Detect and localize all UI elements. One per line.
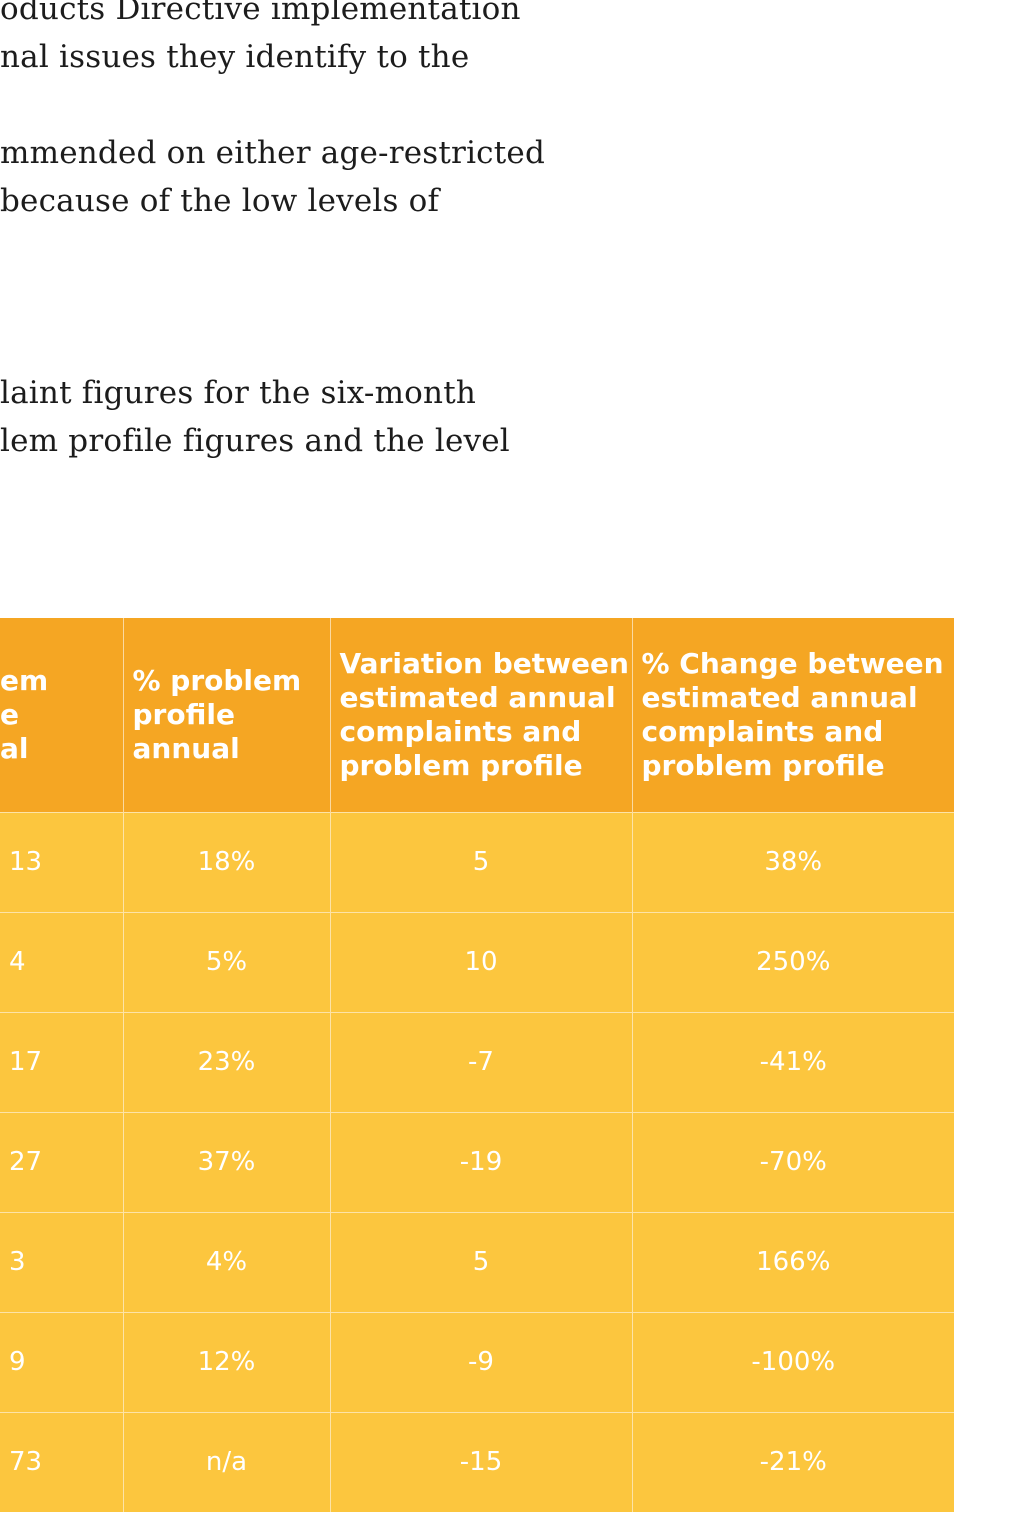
table-header-row: em e al % problem profile annual Variati… bbox=[0, 618, 954, 812]
table-cell: 9 bbox=[0, 1311, 124, 1412]
header-line: problem profile bbox=[641, 748, 885, 782]
table-cell: 5% bbox=[123, 911, 331, 1012]
table-cell: -100% bbox=[632, 1311, 954, 1412]
header-line: em bbox=[0, 663, 49, 697]
column-header-variation: Variation between estimated annual compl… bbox=[330, 618, 633, 812]
data-table-container: em e al % problem profile annual Variati… bbox=[0, 618, 954, 1512]
header-line: Variation between bbox=[339, 646, 629, 680]
column-header-problem-profile-annual: em e al bbox=[0, 618, 124, 812]
header-line: estimated annual bbox=[339, 680, 616, 714]
column-header-percent-problem-profile: % problem profile annual bbox=[123, 618, 331, 812]
table-row: 13 18% 5 38% bbox=[0, 811, 954, 912]
table-cell: 38% bbox=[632, 811, 954, 912]
table-cell: 27 bbox=[0, 1111, 124, 1212]
paragraph-line: nal issues they identify to the bbox=[0, 39, 470, 75]
paragraph-line: mmended on either age-restricted bbox=[0, 135, 545, 171]
complaints-table: em e al % problem profile annual Variati… bbox=[0, 618, 954, 1512]
table-cell: -70% bbox=[632, 1111, 954, 1212]
header-line: complaints and bbox=[339, 714, 582, 748]
header-line: annual bbox=[132, 731, 240, 765]
table-row: 73 n/a -15 -21% bbox=[0, 1411, 954, 1512]
table-row: 27 37% -19 -70% bbox=[0, 1111, 954, 1212]
table-cell: 73 bbox=[0, 1411, 124, 1512]
header-line: complaints and bbox=[641, 714, 884, 748]
table-row: 3 4% 5 166% bbox=[0, 1211, 954, 1312]
table-cell: -19 bbox=[330, 1111, 633, 1212]
table-cell: 4% bbox=[123, 1211, 331, 1312]
table-cell: 166% bbox=[632, 1211, 954, 1312]
table-cell: 10 bbox=[330, 911, 633, 1012]
paragraph-line: because of the low levels of bbox=[0, 183, 440, 219]
table-cell: -41% bbox=[632, 1011, 954, 1112]
table-cell: 250% bbox=[632, 911, 954, 1012]
header-line: % problem bbox=[132, 663, 302, 697]
table-cell: 37% bbox=[123, 1111, 331, 1212]
table-cell: 4 bbox=[0, 911, 124, 1012]
table-cell: -15 bbox=[330, 1411, 633, 1512]
paragraph-line: oducts Directive implementation bbox=[0, 0, 521, 27]
table-cell: 23% bbox=[123, 1011, 331, 1112]
table-cell: 12% bbox=[123, 1311, 331, 1412]
table-cell: -21% bbox=[632, 1411, 954, 1512]
header-line: % Change between bbox=[641, 646, 944, 680]
column-header-percent-change: % Change between estimated annual compla… bbox=[632, 618, 954, 812]
paragraph-line: laint figures for the six-month bbox=[0, 375, 477, 411]
table-cell: n/a bbox=[123, 1411, 331, 1512]
table-cell: 17 bbox=[0, 1011, 124, 1112]
header-line: profile bbox=[132, 697, 235, 731]
header-line: al bbox=[0, 731, 29, 765]
table-cell: 13 bbox=[0, 811, 124, 912]
table-row: 17 23% -7 -41% bbox=[0, 1011, 954, 1112]
header-line: problem profile bbox=[339, 748, 583, 782]
table-row: 4 5% 10 250% bbox=[0, 911, 954, 1012]
table-cell: -9 bbox=[330, 1311, 633, 1412]
table-row: 9 12% -9 -100% bbox=[0, 1311, 954, 1412]
table-cell: 5 bbox=[330, 811, 633, 912]
table-cell: 3 bbox=[0, 1211, 124, 1312]
header-line: estimated annual bbox=[641, 680, 918, 714]
table-cell: 18% bbox=[123, 811, 331, 912]
table-cell: 5 bbox=[330, 1211, 633, 1312]
table-cell: -7 bbox=[330, 1011, 633, 1112]
paragraph-line: lem profile figures and the level bbox=[0, 423, 510, 459]
header-line: e bbox=[0, 697, 19, 731]
